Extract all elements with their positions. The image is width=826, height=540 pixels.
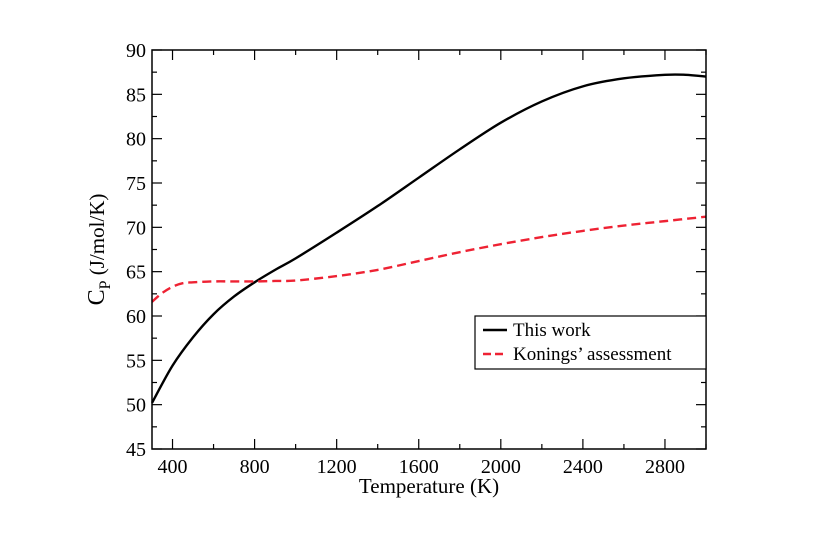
plot-frame (151, 49, 707, 450)
y-tick-label: 65 (126, 262, 146, 284)
x-tick-label: 1200 (317, 456, 357, 478)
legend: This work Konings’ assessment (474, 315, 707, 370)
y-tick-label: 45 (126, 439, 146, 461)
plot-series (150, 73, 707, 404)
series-line-konings-assessment (151, 215, 707, 303)
x-tick-label: 2800 (645, 456, 685, 478)
y-tick-label: 80 (126, 129, 146, 151)
axis-tick-labels: 400 800 1200 1600 2000 2400 2800 45 50 55 60 65 70 75… (126, 40, 685, 478)
x-tick-label: 400 (158, 456, 188, 478)
y-axis-title-main: C (84, 289, 110, 305)
x-axis-title: Temperature (K) (359, 474, 499, 498)
y-tick-label: 70 (126, 217, 146, 239)
x-tick-label: 2000 (481, 456, 521, 478)
legend-label-konings-assessment: Konings’ assessment (513, 344, 672, 365)
y-tick-label: 85 (126, 84, 146, 106)
legend-label-this-work: This work (513, 320, 591, 341)
y-tick-label: 75 (126, 173, 146, 195)
legend-box (474, 315, 707, 370)
x-tick-label: 2400 (563, 456, 603, 478)
y-tick-label: 50 (126, 395, 146, 417)
y-axis-title-subscript: P (97, 280, 114, 289)
x-tick-label: 1600 (399, 456, 439, 478)
x-tick-label: 800 (240, 456, 270, 478)
axis-ticks (152, 49, 707, 450)
y-axis-title-unit: (J/mol/K) (85, 194, 109, 281)
y-axis-title: CP (J/mol/K) (84, 194, 114, 306)
y-tick-label: 60 (126, 306, 146, 328)
y-tick-label: 55 (126, 350, 146, 372)
series-line-this-work (150, 73, 707, 404)
y-tick-label: 90 (126, 40, 146, 62)
